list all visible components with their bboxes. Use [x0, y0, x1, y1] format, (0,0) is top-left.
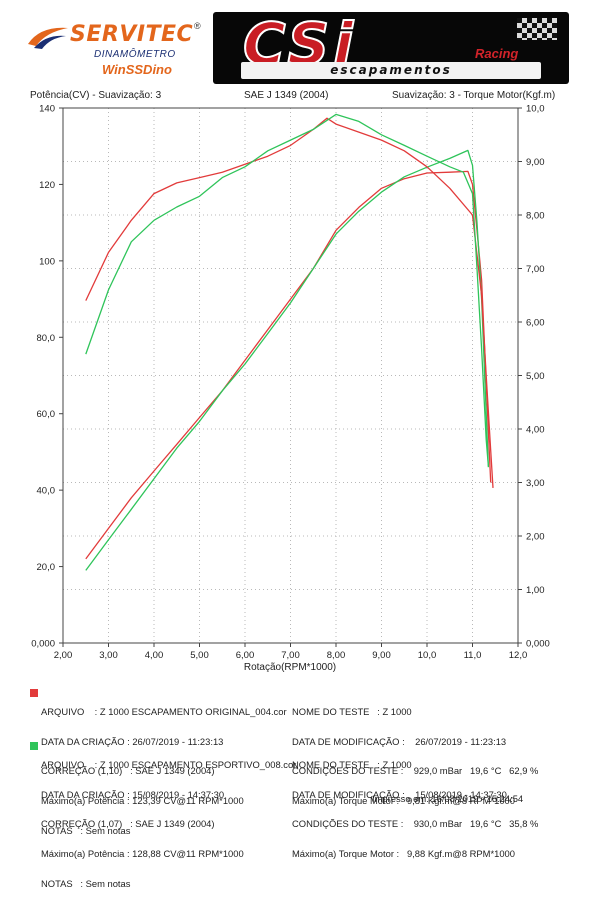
info-line: Máximo(a) Potência : 123,39 CV@11 RPM*10…: [41, 795, 244, 807]
y-right-tick-label: 9,00: [526, 157, 545, 168]
printed-timestamp: Impresso em: 16/08/2019 - 15:24:54: [372, 793, 524, 804]
servitec-name: SERVITEC: [70, 22, 194, 47]
info-line: CONDIÇÕES DO TESTE : 929,0 mBar 19,6 °C …: [292, 765, 539, 777]
y-right-tick-label: 4,00: [526, 425, 545, 436]
legend-swatch-green: [30, 742, 38, 750]
x-tick-label: 4,00: [145, 650, 164, 661]
series-red-torque: [85, 117, 494, 488]
y-left-tick-label: 40,0: [37, 486, 56, 497]
info-line: ARQUIVO : Z 1000 ESCAPAMENTO ESPORTIVO_0…: [41, 758, 297, 770]
info-line: Máximo(a) Potência : 128,88 CV@11 RPM*10…: [41, 848, 244, 860]
servitec-swoosh-icon: [28, 27, 68, 49]
series-green-power: [85, 149, 490, 571]
left-axis-title: Potência(CV) - Suavização: 3: [30, 90, 162, 101]
x-tick-label: 2,00: [54, 650, 73, 661]
y-left-axis-ticks: 0,000 20,0 40,0 60,0 80,0 100 120 140: [31, 104, 63, 650]
y-right-tick-label: 2,00: [526, 532, 545, 543]
test-info-right-1: NOME DO TESTE : Z 1000 DATA DE MODIFICAÇ…: [292, 688, 538, 817]
servitec-registered: ®: [194, 21, 201, 31]
servitec-product: WinSSDino: [102, 62, 172, 77]
x-tick-label: 10,0: [418, 650, 437, 661]
y-left-tick-label: 140: [39, 104, 55, 115]
y-left-tick-label: 80,0: [37, 333, 56, 344]
csi-logo: CSi Racing escapamentos: [213, 9, 569, 84]
y-right-tick-label: 8,00: [526, 211, 545, 222]
y-left-tick-label: 120: [39, 180, 55, 191]
y-right-tick-label: 7,00: [526, 264, 545, 275]
y-right-tick-label: 6,00: [526, 318, 545, 329]
info-line: CONDIÇÕES DO TESTE : 930,0 mBar 19,6 °C …: [292, 818, 539, 830]
x-axis-label: Rotação(RPM*1000): [244, 662, 336, 673]
info-line: CORREÇÃO (1,07) : SAE J 1349 (2004): [41, 818, 215, 830]
y-left-tick-label: 0,000: [31, 639, 55, 650]
csi-racing: Racing: [475, 46, 519, 61]
y-right-tick-label: 3,00: [526, 478, 545, 489]
right-axis-title: Suavização: 3 - Torque Motor(Kgf.m): [392, 90, 556, 101]
info-line: ARQUIVO : Z 1000 ESCAPAMENTO ORIGINAL_00…: [41, 705, 287, 717]
info-line: CORREÇÃO (1,10) : SAE J 1349 (2004): [41, 765, 215, 777]
dyno-chart: 2,00 3,00 4,00 5,00 6,00 7,00 8,00 9,00 10,0 11,0…: [31, 104, 550, 674]
y-left-tick-label: 100: [39, 256, 55, 267]
info-line: DATA DE MODIFICAÇÃO : 15/08/2019 - 14:37…: [292, 788, 507, 800]
x-tick-label: 6,00: [236, 650, 255, 661]
x-tick-label: 9,00: [372, 650, 391, 661]
x-tick-label: 11,0: [464, 650, 482, 661]
y-right-tick-label: 1,00: [526, 585, 545, 596]
y-left-tick-label: 60,0: [37, 409, 56, 420]
checkered-flag-icon: [517, 18, 557, 40]
legend-swatch-red: [30, 689, 38, 697]
chart-series: [85, 113, 494, 571]
x-axis-ticks: 2,00 3,00 4,00 5,00 6,00 7,00 8,00 9,00 10,0 11,0…: [54, 643, 528, 661]
y-left-tick-label: 20,0: [37, 562, 56, 573]
test-info-right-2: NOME DO TESTE : Z 1000 DATA DE MODIFICAÇ…: [292, 741, 538, 870]
x-tick-label: 7,00: [281, 650, 300, 661]
csi-tagline: escapamentos: [241, 62, 541, 79]
x-tick-label: 12,0: [509, 650, 528, 661]
info-line: DATA DA CRIAÇÃO : 26/07/2019 - 11:23:13: [41, 735, 224, 747]
info-line: NOME DO TESTE : Z 1000: [292, 705, 412, 717]
test-info-left-1: ARQUIVO : Z 1000 ESCAPAMENTO ORIGINAL_00…: [41, 688, 287, 846]
test-info-left-2: ARQUIVO : Z 1000 ESCAPAMENTO ESPORTIVO_0…: [41, 741, 296, 899]
info-line: DATA DA CRIAÇÃO : 15/08/2019 - 14:37:30: [41, 788, 225, 800]
servitec-logo: SERVITEC ® DINAMÔMETRO WinSSDino: [26, 20, 206, 82]
x-tick-label: 8,00: [327, 650, 346, 661]
series-red-power: [85, 170, 492, 560]
x-tick-label: 5,00: [190, 650, 209, 661]
standard-label: SAE J 1349 (2004): [244, 90, 329, 101]
y-right-tick-label: 10,0: [526, 104, 545, 115]
series-green-torque: [85, 113, 490, 467]
y-right-tick-label: 5,00: [526, 371, 545, 382]
info-line: Máximo(a) Torque Motor : 9,81 Kgf.m@8 RP…: [292, 795, 515, 807]
y-right-tick-label: 0,000: [526, 639, 550, 650]
info-line: DATA DE MODIFICAÇÃO : 26/07/2019 - 11:23…: [292, 735, 507, 747]
x-tick-label: 3,00: [99, 650, 118, 661]
y-right-axis-ticks: 0,000 1,00 2,00 3,00 4,00 5,00 6,00 7,00 8,00 9,0…: [518, 104, 550, 650]
servitec-subtitle: DINAMÔMETRO: [94, 49, 176, 60]
info-line: NOTAS : Sem notas: [41, 878, 131, 890]
info-line: Máximo(a) Torque Motor : 9,88 Kgf.m@8 RP…: [292, 848, 515, 860]
info-line: NOME DO TESTE : Z 1000: [292, 758, 412, 770]
